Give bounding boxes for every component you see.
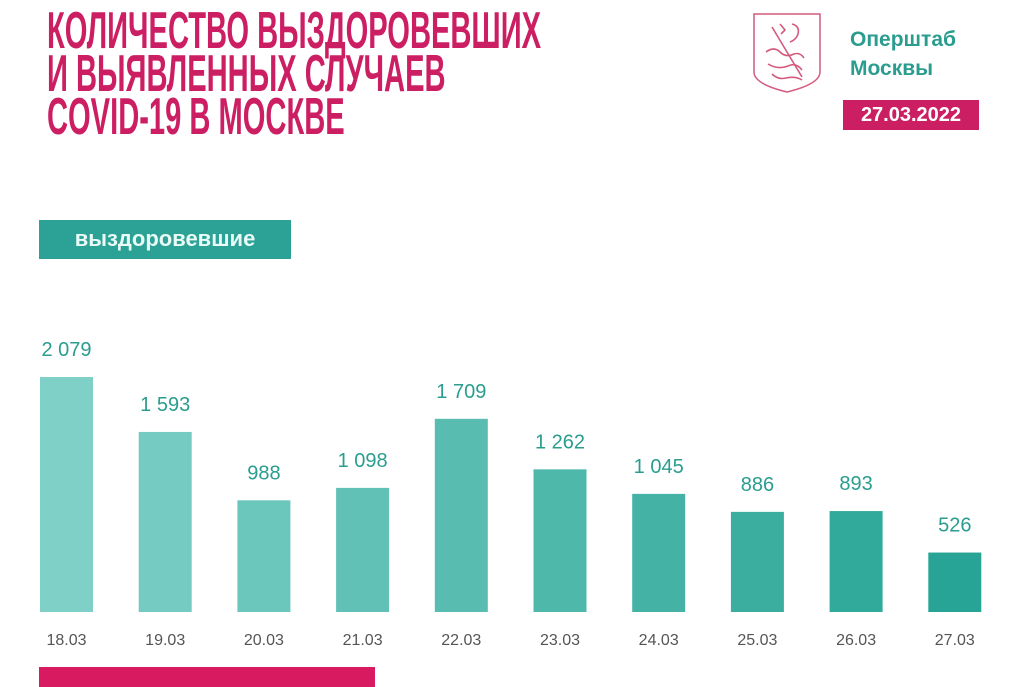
- bar: [336, 487, 390, 612]
- title-line: КОЛИЧЕСТВО ВЫЗДОРОВЕВШИХ: [47, 2, 542, 60]
- value-label: 886: [741, 474, 774, 496]
- bar: [237, 500, 291, 612]
- value-label: 1 262: [535, 431, 585, 453]
- x-tick-label: 18.03: [46, 632, 86, 649]
- bar-chart: 2 079 18.03 1 593 19.03 988 20.03 1 098 21.03 1 …: [40, 339, 982, 649]
- date-badge: 27.03.2022: [843, 100, 979, 130]
- bar: [730, 511, 784, 612]
- bar: [632, 493, 686, 612]
- value-label: 526: [938, 515, 971, 537]
- moscow-coat-of-arms-icon: [753, 13, 821, 93]
- x-tick-label: 27.03: [935, 632, 975, 649]
- x-tick-label: 21.03: [343, 632, 383, 649]
- bar: [928, 552, 982, 612]
- x-tick-label: 24.03: [639, 632, 679, 649]
- bar: [40, 377, 93, 612]
- value-label: 1 593: [140, 394, 190, 416]
- x-tick-label: 20.03: [244, 632, 284, 649]
- x-tick-label: 26.03: [836, 632, 876, 649]
- x-tick-label: 25.03: [737, 632, 777, 649]
- value-label: 2 079: [41, 339, 91, 361]
- org-line: Москвы: [850, 57, 934, 80]
- x-tick-label: 23.03: [540, 632, 580, 649]
- title-line: И ВЫЯВЛЕННЫХ СЛУЧАЕВ: [47, 45, 446, 103]
- next-section-badge: [39, 667, 375, 687]
- value-label: 1 045: [634, 456, 684, 478]
- org-line: Оперштаб: [850, 28, 956, 51]
- bar: [138, 431, 192, 612]
- chart-title-badge: выздоровевшие: [39, 220, 291, 259]
- value-label: 1 709: [436, 381, 486, 403]
- title-line: COVID-19 В МОСКВЕ: [47, 88, 345, 146]
- bar: [829, 511, 883, 612]
- page-title: КОЛИЧЕСТВО ВЫЗДОРОВЕВШИХ И ВЫЯВЛЕННЫХ СЛ…: [47, 2, 542, 146]
- x-tick-label: 19.03: [145, 632, 185, 649]
- value-label: 988: [247, 462, 280, 484]
- bar: [533, 469, 587, 612]
- value-label: 1 098: [338, 450, 388, 472]
- bar: [434, 418, 488, 612]
- x-tick-label: 22.03: [441, 632, 481, 649]
- value-label: 893: [839, 473, 872, 495]
- org-name: Оперштаб Москвы: [850, 25, 956, 83]
